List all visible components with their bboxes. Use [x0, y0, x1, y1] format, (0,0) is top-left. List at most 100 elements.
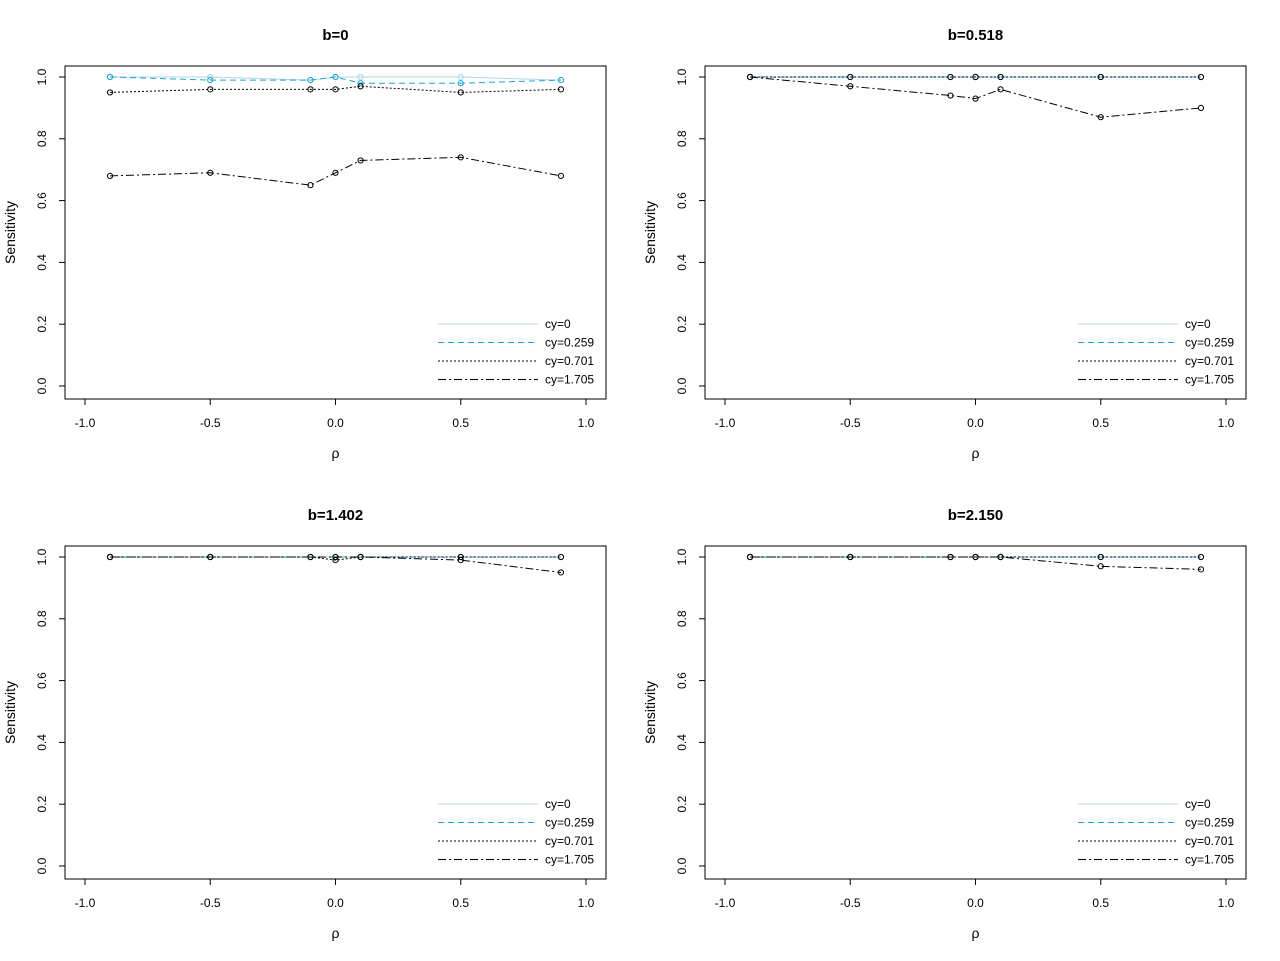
y-axis-label: Sensitivity [642, 201, 658, 264]
y-axis-label: Sensitivity [642, 681, 658, 744]
x-tick-label: -1.0 [715, 896, 736, 910]
data-point [332, 169, 339, 176]
y-tick-label: 0.4 [675, 254, 689, 271]
data-point [557, 553, 565, 561]
plot-frame [704, 545, 1247, 880]
legend-entry: cy=1.705 [1185, 853, 1234, 867]
legend-entry: cy=0 [1185, 797, 1211, 811]
panel-title: b=0 [322, 27, 348, 44]
data-point [307, 553, 314, 561]
data-point [847, 83, 854, 90]
x-tick-label: -0.5 [840, 416, 861, 430]
y-tick-label: 0.4 [35, 734, 49, 751]
data-point [106, 89, 114, 96]
data-point [307, 86, 314, 93]
x-tick-label: 0.0 [327, 416, 344, 430]
data-point [1197, 104, 1205, 112]
x-tick-label: -0.5 [840, 896, 861, 910]
y-tick-label: 0.8 [675, 610, 689, 627]
x-tick-label: 0.5 [1092, 416, 1109, 430]
data-point [332, 553, 339, 561]
y-tick-label: 0.2 [675, 796, 689, 813]
x-axis-label: ρ [332, 445, 340, 461]
x-axis-label: ρ [332, 925, 340, 941]
y-tick-label: 0.2 [675, 316, 689, 333]
data-point [847, 73, 854, 81]
x-tick-label: 1.0 [578, 416, 595, 430]
data-point [972, 553, 979, 561]
legend-entry: cy=0.259 [545, 816, 594, 830]
legend-entry: cy=0.701 [1185, 354, 1234, 368]
data-point [332, 86, 339, 93]
legend-entry: cy=1.705 [545, 853, 594, 867]
data-point [357, 553, 364, 561]
series-line-3 [109, 85, 562, 93]
x-tick-label: -1.0 [75, 416, 96, 430]
y-tick-label: 0.6 [35, 192, 49, 209]
data-point [746, 73, 754, 81]
data-point [947, 92, 954, 99]
data-point [457, 556, 464, 564]
y-axis-label: Sensitivity [2, 201, 18, 264]
chart-panel-1: b=0 -1.0 -0.5 0.0 0.5 1.0 0.0 0.2 0.4 0.6 0.8 1.0 ρ S… [2, 27, 607, 461]
data-point [1197, 73, 1205, 81]
x-tick-label: 0.0 [967, 416, 984, 430]
data-point [847, 553, 854, 561]
data-point [457, 73, 464, 81]
y-tick-label: 0.0 [675, 857, 689, 874]
y-tick-label: 1.0 [675, 68, 689, 85]
data-point [207, 86, 214, 93]
data-point [557, 76, 565, 84]
data-point [207, 169, 214, 176]
data-point [557, 569, 565, 576]
y-tick-label: 0.4 [675, 734, 689, 751]
y-tick-label: 0.0 [35, 377, 49, 394]
data-point [1097, 553, 1104, 561]
legend-entry: cy=0.259 [1185, 816, 1234, 830]
data-point [357, 157, 364, 164]
chart-panel-2: b=0.518 -1.0 -0.5 0.0 0.5 1.0 0.0 0.2 0.4 0.6 0.8 1… [642, 27, 1247, 461]
data-point [997, 73, 1004, 81]
y-tick-label: 1.0 [35, 68, 49, 85]
data-point [1197, 553, 1205, 561]
data-point [972, 73, 979, 81]
legend-entry: cy=0.701 [545, 834, 594, 848]
y-tick-label: 0.6 [675, 672, 689, 689]
data-point [307, 182, 314, 189]
data-point [1097, 73, 1104, 81]
plot-frame [704, 65, 1247, 400]
data-point [307, 76, 314, 84]
legend-entry: cy=0.259 [545, 336, 594, 350]
legend-entry: cy=1.705 [1185, 373, 1234, 387]
x-tick-label: 0.5 [452, 896, 469, 910]
y-tick-label: 1.0 [675, 548, 689, 565]
x-tick-label: 0.0 [967, 896, 984, 910]
chart-panel-3: b=1.402 -1.0 -0.5 0.0 0.5 1.0 0.0 0.2 0.4 0.6 0.8 1… [2, 507, 607, 941]
legend-entry: cy=0 [1185, 317, 1211, 331]
y-tick-label: 0.4 [35, 254, 49, 271]
legend-entry: cy=0.701 [545, 354, 594, 368]
series-line-4 [110, 556, 562, 573]
x-tick-label: 1.0 [1218, 896, 1235, 910]
data-point [106, 172, 114, 179]
data-point [972, 95, 979, 102]
data-point [947, 73, 954, 81]
data-point [457, 553, 464, 561]
series-line-4 [109, 156, 562, 186]
data-point [207, 553, 214, 561]
y-tick-label: 0.0 [35, 857, 49, 874]
chart-panel-4: b=2.150 -1.0 -0.5 0.0 0.5 1.0 0.0 0.2 0.4 0.6 0.8 1… [642, 507, 1247, 941]
data-point [997, 553, 1004, 561]
series-line-4 [749, 76, 1202, 118]
data-point [106, 553, 114, 561]
y-tick-label: 1.0 [35, 548, 49, 565]
y-tick-label: 0.0 [675, 377, 689, 394]
x-tick-label: 0.0 [327, 896, 344, 910]
x-tick-label: 0.5 [452, 416, 469, 430]
y-tick-label: 0.8 [675, 130, 689, 147]
y-tick-label: 0.2 [35, 796, 49, 813]
data-point [947, 553, 954, 561]
legend-entry: cy=0 [545, 317, 571, 331]
y-tick-label: 0.6 [35, 672, 49, 689]
